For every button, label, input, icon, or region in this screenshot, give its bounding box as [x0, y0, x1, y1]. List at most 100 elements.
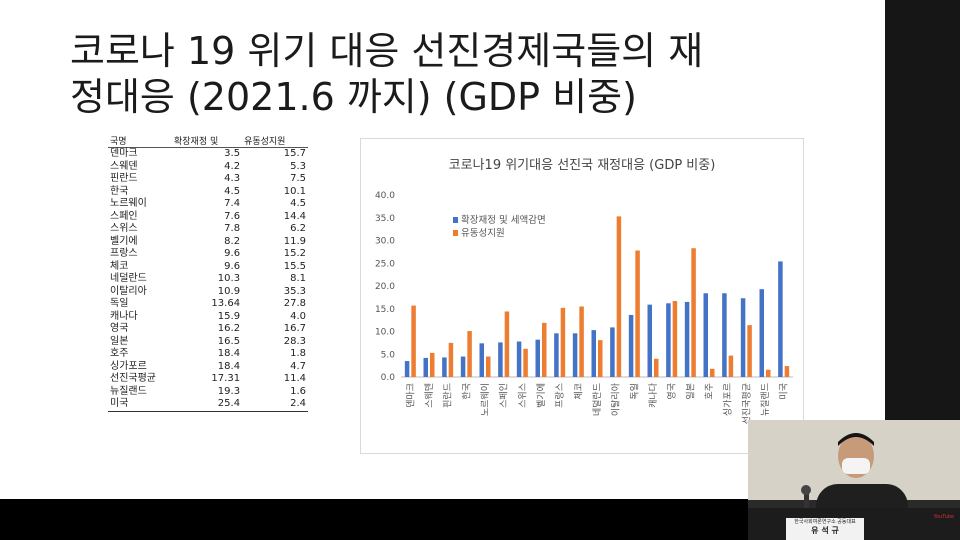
- bar-liquidity: [448, 342, 454, 377]
- table-row: 스웨덴 4.2 5.3: [108, 161, 308, 174]
- table-cell-fiscal: 4.3: [224, 173, 241, 185]
- slide-title-line-1: 코로나 19 위기 대응 선진경제국들의 재: [70, 29, 704, 73]
- table-cell-country: 호주: [110, 348, 129, 360]
- table-row: 영국 16.2 16.7: [108, 323, 308, 336]
- table-row: 싱가포르 18.4 4.7: [108, 361, 308, 374]
- table-cell-fiscal: 9.6: [224, 248, 241, 260]
- table-cell-country: 미국: [108, 398, 172, 412]
- table-row: 체코 9.6 15.5: [108, 261, 308, 274]
- x-tick-label: 뉴질랜드: [759, 383, 771, 416]
- bar-liquidity: [728, 355, 734, 377]
- table-cell-country: 한국: [110, 185, 129, 197]
- table-cell-liquidity: 11.9: [283, 235, 306, 247]
- legend-swatch: [453, 217, 458, 223]
- table-row: 호주 18.4 1.8: [108, 348, 308, 361]
- x-tick-label: 체코: [573, 383, 584, 400]
- table-row: 선진국평균 17.31 11.4: [108, 373, 308, 386]
- x-tick-label: 벨기에: [536, 383, 547, 408]
- table-cell-liquidity: 7.5: [290, 173, 306, 185]
- x-tick-label: 일본: [685, 383, 696, 400]
- bar-liquidity: [542, 322, 547, 377]
- bar-liquidity: [411, 305, 416, 377]
- x-tick-label: 스위스: [517, 383, 528, 408]
- table-cell-fiscal: 10.9: [217, 285, 241, 297]
- table-row: 미국 25.4 2.4: [108, 398, 308, 412]
- table-cell-fiscal: 16.2: [217, 323, 241, 335]
- bar-fiscal: [610, 327, 615, 377]
- legend-label: 확장재정 및 세액감면: [461, 214, 546, 226]
- bar-liquidity: [654, 358, 659, 377]
- table-cell-fiscal: 7.4: [224, 198, 241, 210]
- table-cell-country: 이탈리아: [110, 285, 147, 297]
- y-tick-label: 15.0: [375, 305, 395, 315]
- x-tick-label: 미국: [779, 383, 790, 400]
- table-cell-fiscal: 8.2: [224, 235, 241, 247]
- table-cell-fiscal: 3.5: [224, 148, 241, 160]
- bar-fiscal: [554, 333, 559, 377]
- table-cell-country: 프랑스: [110, 248, 138, 260]
- table-cell-liquidity: 15.2: [283, 248, 306, 260]
- bar-fiscal: [535, 339, 540, 377]
- table-cell-fiscal: 7.8: [224, 223, 241, 235]
- bar-fiscal: [759, 289, 764, 377]
- bar-fiscal: [778, 261, 783, 377]
- table-cell-country: 벨기에: [110, 235, 138, 247]
- table-cell-fiscal: 15.9: [217, 310, 241, 322]
- bar-fiscal: [740, 298, 746, 377]
- channel-logo: YouTube: [933, 514, 954, 520]
- table-row: 벨기에 8.2 11.9: [108, 236, 308, 249]
- bar-fiscal: [722, 293, 727, 377]
- bar-liquidity: [635, 250, 640, 377]
- x-tick-label: 선진국평균: [741, 383, 752, 424]
- table-row: 한국 4.5 10.1: [108, 186, 308, 199]
- y-tick-label: 35.0: [375, 214, 395, 224]
- table-cell-liquidity: 4.0: [290, 310, 306, 322]
- table-row: 이탈리아 10.9 35.3: [108, 286, 308, 299]
- bar-liquidity: [579, 306, 584, 377]
- x-tick-label: 덴마크: [405, 383, 416, 408]
- table-cell-liquidity: 16.7: [283, 323, 306, 335]
- table-row: 캐나다 15.9 4.0: [108, 311, 308, 324]
- table-cell-liquidity: 1.8: [290, 348, 306, 360]
- fiscal-response-table: 국명 확장재정 및 유동성지원 덴마크 3.5 15.7 스웨덴 4.2 5.3 핀란드 4.…: [108, 134, 308, 412]
- table-cell-country: 노르웨이: [110, 198, 147, 210]
- speaker-org: 한국사회여론연구소 공동대표: [794, 519, 856, 525]
- bar-liquidity: [691, 248, 696, 377]
- bar-fiscal: [647, 304, 652, 377]
- bar-fiscal: [460, 356, 466, 377]
- table-cell-liquidity: 15.7: [283, 148, 306, 160]
- bar-liquidity: [616, 216, 622, 377]
- y-tick-label: 30.0: [375, 237, 395, 247]
- bar-fiscal: [684, 301, 690, 377]
- table-cell-fiscal: 7.6: [224, 210, 241, 222]
- bar-fiscal: [703, 293, 708, 377]
- table-cell-fiscal: 17.31: [211, 373, 241, 385]
- table-cell-liquidity: 4.7: [290, 360, 306, 372]
- data-table-image: 국명 확장재정 및 유동성지원 덴마크 3.5 15.7 스웨덴 4.2 5.3 핀란드 4.…: [108, 134, 308, 444]
- table-cell-liquidity: 10.1: [283, 185, 306, 197]
- y-tick-label: 25.0: [375, 259, 395, 269]
- y-tick-label: 10.0: [375, 328, 395, 338]
- table-cell-country: 일본: [110, 335, 129, 347]
- slide-title: 코로나 19 위기 대응 선진경제국들의 재 정대응 (2021.6 까지) (…: [70, 28, 870, 120]
- x-tick-label: 스페인: [499, 383, 510, 408]
- table-cell-country: 스위스: [110, 223, 138, 235]
- bar-fiscal: [498, 342, 503, 377]
- table-cell-liquidity: 27.8: [283, 298, 306, 310]
- bar-chart: 코로나19 위기대응 선진국 재정대응 (GDP 비중) 0.0 5.0 10.0 15…: [360, 138, 804, 454]
- bar-liquidity: [672, 301, 678, 377]
- bar-liquidity: [784, 366, 790, 377]
- bar-liquidity: [560, 307, 566, 377]
- x-tick-label: 독일: [629, 383, 640, 400]
- x-tick-label: 이탈리아: [611, 382, 622, 416]
- table-row: 일본 16.5 28.3: [108, 336, 308, 349]
- x-tick-label: 노르웨이: [479, 383, 491, 416]
- table-row: 노르웨이 7.4 4.5: [108, 198, 308, 211]
- table-cell-liquidity: 1.6: [290, 385, 306, 397]
- x-tick-label: 싱가포르: [723, 383, 734, 416]
- x-tick-label: 핀란드: [442, 383, 454, 408]
- table-cell-liquidity: 35.3: [283, 285, 306, 297]
- bar-fiscal: [423, 357, 428, 377]
- y-tick-label: 20.0: [375, 282, 395, 292]
- bar-chart-svg: 코로나19 위기대응 선진국 재정대응 (GDP 비중) 0.0 5.0 10.0 15…: [375, 158, 793, 424]
